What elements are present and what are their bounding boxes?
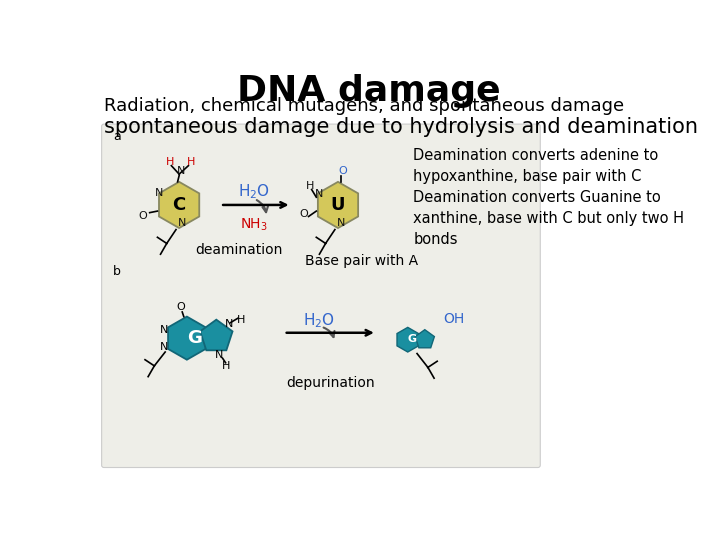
Text: N: N xyxy=(337,218,346,228)
Text: H: H xyxy=(187,157,196,167)
Text: H: H xyxy=(306,181,315,192)
Text: H: H xyxy=(166,157,174,167)
Text: H$_2$O: H$_2$O xyxy=(302,311,335,330)
FancyBboxPatch shape xyxy=(102,124,540,468)
Text: O: O xyxy=(300,209,308,219)
Text: Radiation, chemical mutagens, and spontaneous damage: Radiation, chemical mutagens, and sponta… xyxy=(104,97,624,115)
Text: H: H xyxy=(237,315,246,325)
Text: OH: OH xyxy=(444,312,465,326)
Text: H: H xyxy=(222,361,230,371)
Text: N: N xyxy=(176,166,185,176)
Text: H$_2$O: H$_2$O xyxy=(238,183,270,201)
Text: G: G xyxy=(407,334,416,344)
Polygon shape xyxy=(159,182,199,228)
Text: O: O xyxy=(338,166,347,176)
Text: NH$_3$: NH$_3$ xyxy=(240,217,269,233)
Text: N: N xyxy=(159,326,168,335)
Text: N: N xyxy=(178,218,186,228)
Text: spontaneous damage due to hydrolysis and deamination: spontaneous damage due to hydrolysis and… xyxy=(104,117,698,137)
Text: DNA damage: DNA damage xyxy=(237,74,501,108)
Text: deamination: deamination xyxy=(195,244,282,258)
Text: a: a xyxy=(113,130,121,143)
Text: b: b xyxy=(113,265,121,278)
Text: N: N xyxy=(159,342,168,353)
Text: G: G xyxy=(187,329,202,347)
Polygon shape xyxy=(200,320,233,350)
Text: depurination: depurination xyxy=(286,376,374,390)
Text: U: U xyxy=(330,196,346,214)
Text: O: O xyxy=(138,211,147,221)
Text: C: C xyxy=(173,196,186,214)
Polygon shape xyxy=(318,182,358,228)
Polygon shape xyxy=(168,316,206,360)
Text: Deamination converts adenine to
hypoxanthine, base pair with C
Deamination conve: Deamination converts adenine to hypoxant… xyxy=(413,148,684,247)
Text: N: N xyxy=(315,189,323,199)
Polygon shape xyxy=(397,327,418,352)
Text: N: N xyxy=(225,319,234,329)
Text: N: N xyxy=(215,350,224,360)
Polygon shape xyxy=(415,330,434,348)
Text: N: N xyxy=(155,188,163,198)
Text: Base pair with A: Base pair with A xyxy=(305,254,418,268)
Text: O: O xyxy=(176,302,185,312)
